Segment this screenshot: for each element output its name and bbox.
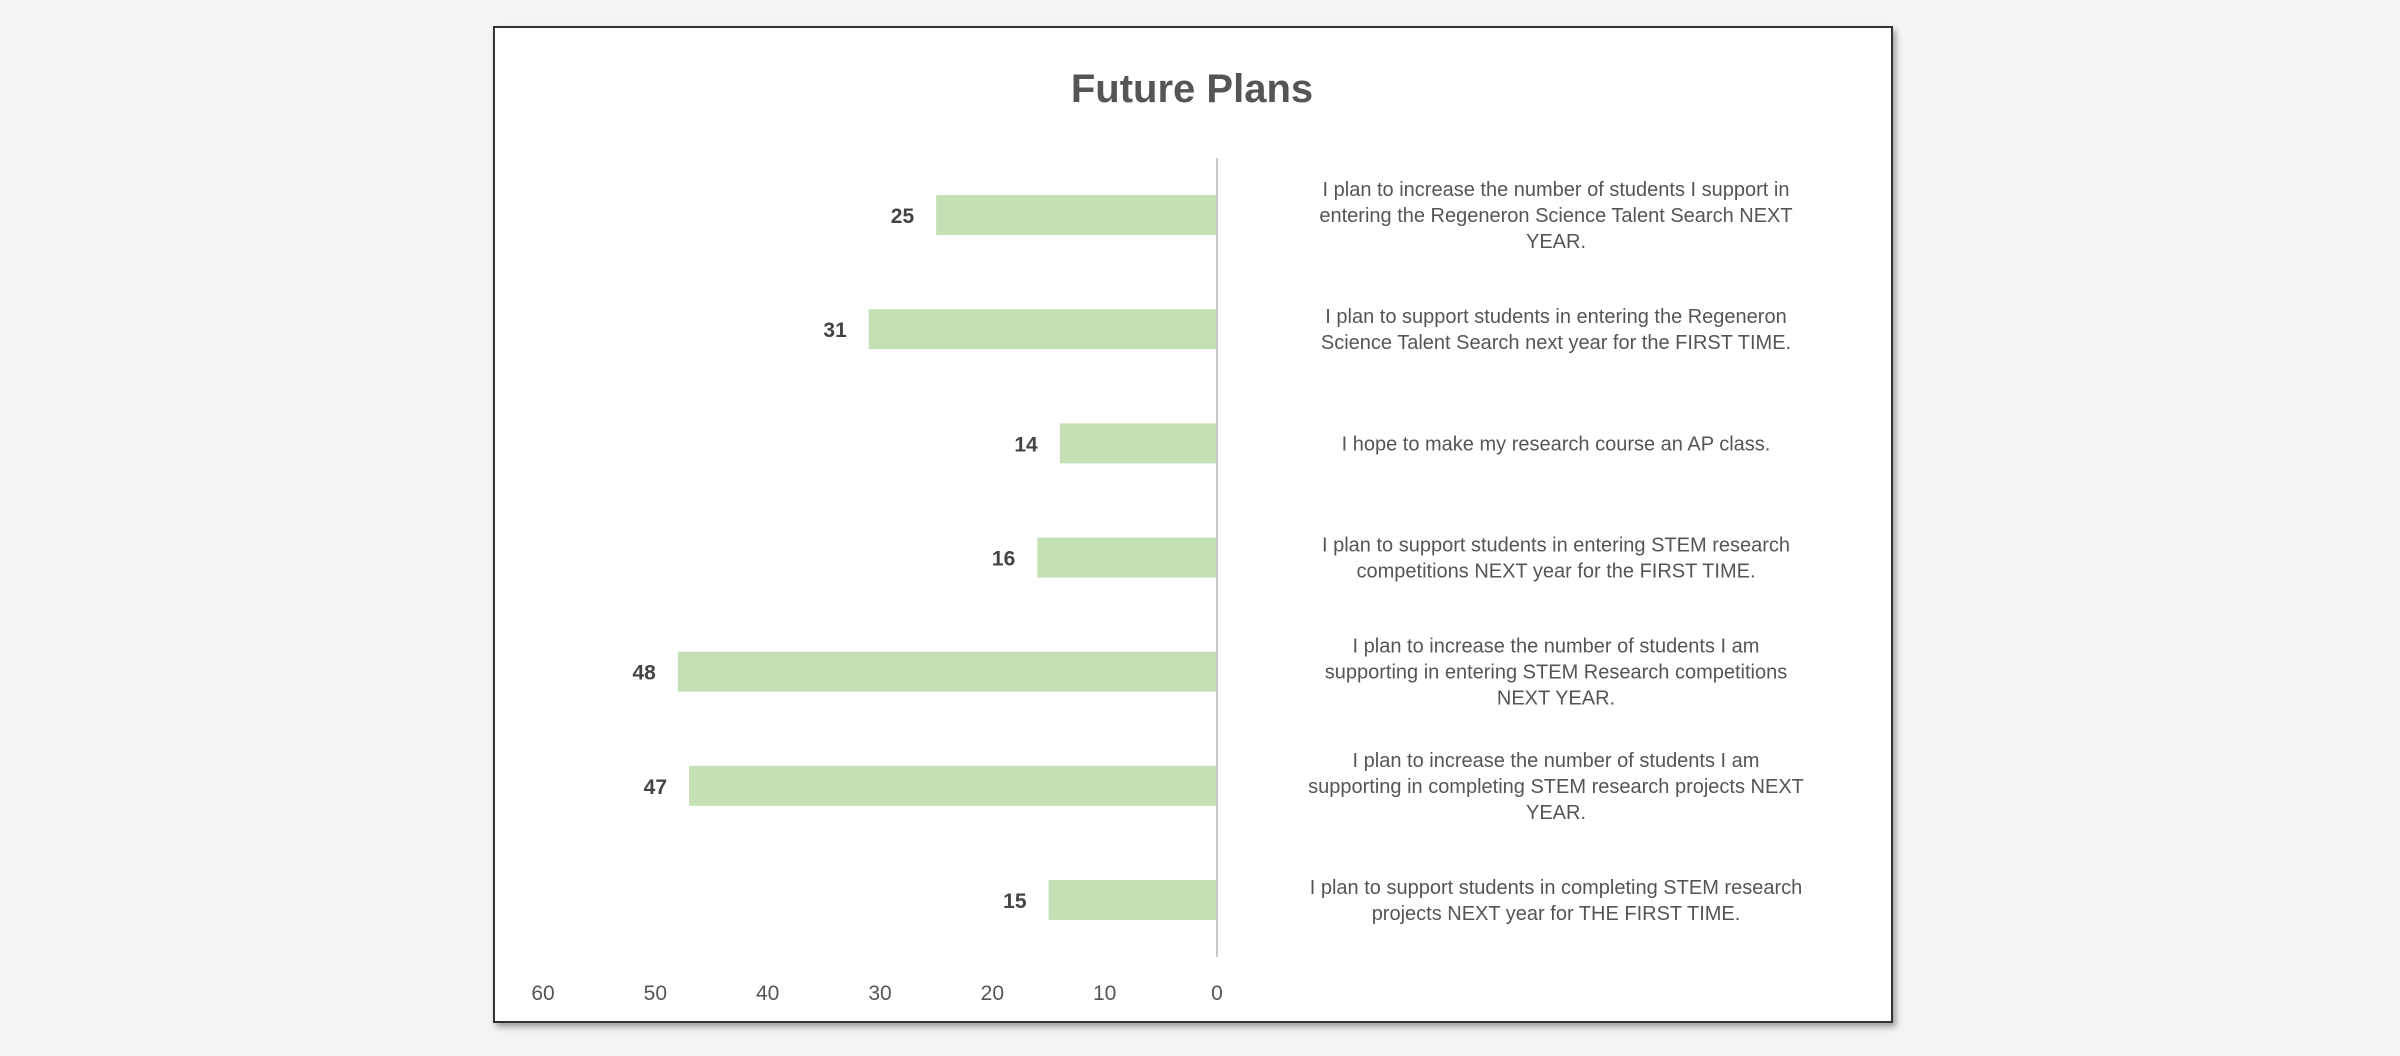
category-label-line: entering the Regeneron Science Talent Se… [1319, 205, 1792, 227]
category-label-line: I plan to increase the number of student… [1353, 750, 1760, 772]
category-label-line: supporting in entering STEM Research com… [1325, 662, 1787, 684]
category-label: I plan to support students in entering t… [1321, 306, 1791, 354]
bar [868, 309, 1217, 350]
category-label-line: competitions NEXT year for the FIRST TIM… [1356, 561, 1755, 583]
bar [936, 195, 1217, 236]
category-label: I hope to make my research course an AP … [1342, 433, 1771, 455]
tick-label: 30 [868, 982, 891, 1005]
tick-label: 60 [531, 982, 554, 1005]
data-label: 47 [644, 776, 667, 799]
category-label-line: I plan to increase the number of student… [1323, 179, 1790, 201]
category-label: I plan to increase the number of student… [1319, 179, 1792, 253]
data-label: 48 [632, 662, 656, 685]
category-label-line: Science Talent Search next year for the … [1321, 332, 1791, 354]
data-label: 15 [1003, 890, 1027, 913]
tick-label: 40 [756, 982, 779, 1005]
data-label: 16 [992, 548, 1015, 571]
category-label-line: projects NEXT year for THE FIRST TIME. [1372, 903, 1741, 925]
category-label: I plan to increase the number of student… [1325, 636, 1787, 710]
tick-label: 20 [981, 982, 1004, 1005]
bar [1059, 423, 1217, 464]
tick-label: 0 [1211, 982, 1223, 1005]
data-label: 25 [891, 205, 915, 228]
category-label-line: NEXT YEAR. [1497, 688, 1615, 710]
bar [689, 765, 1217, 806]
category-label-line: I plan to increase the number of student… [1353, 636, 1760, 658]
bar [1037, 537, 1217, 578]
chart-title: Future Plans [1071, 67, 1313, 111]
data-label: 31 [823, 319, 847, 342]
category-label-line: YEAR. [1526, 231, 1586, 253]
category-label-line: I plan to support students in entering S… [1322, 535, 1790, 557]
data-label: 14 [1014, 433, 1038, 456]
bar [677, 651, 1217, 692]
category-label: I plan to support students in completing… [1310, 877, 1802, 925]
category-label-line: YEAR. [1526, 802, 1586, 824]
bar [1048, 879, 1217, 920]
category-label-line: I hope to make my research course an AP … [1342, 433, 1771, 455]
category-label: I plan to increase the number of student… [1308, 750, 1804, 824]
category-label-line: supporting in completing STEM research p… [1308, 776, 1804, 798]
category-label: I plan to support students in entering S… [1322, 535, 1790, 583]
tick-label: 10 [1093, 982, 1116, 1005]
chart-frame [493, 26, 1893, 1023]
category-label-line: I plan to support students in completing… [1310, 877, 1802, 899]
category-label-line: I plan to support students in entering t… [1325, 306, 1786, 328]
tick-label: 50 [644, 982, 667, 1005]
